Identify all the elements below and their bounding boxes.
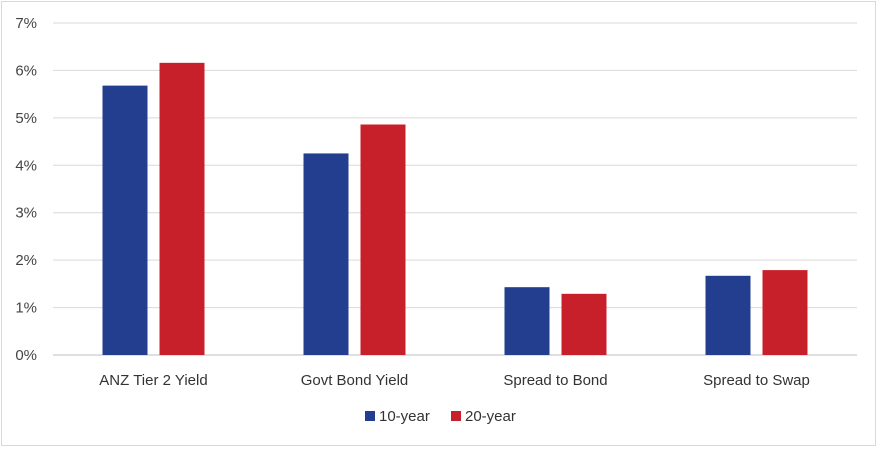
- y-axis-ticks: 0% 1% 2% 3% 4% 5% 6% 7%: [15, 15, 37, 364]
- bar-20-year-0: [159, 62, 205, 356]
- y-tick-label: 5%: [15, 110, 37, 127]
- legend-label: 20-year: [465, 408, 516, 425]
- x-category-label: Spread to Bond: [503, 372, 607, 389]
- bar-10-year-3: [705, 275, 751, 355]
- x-category-label: Spread to Swap: [703, 372, 810, 389]
- bar-10-year-1: [303, 153, 349, 355]
- x-axis-categories: ANZ Tier 2 Yield Govt Bond Yield Spread to…: [99, 372, 810, 389]
- y-tick-label: 0%: [15, 347, 37, 364]
- x-category-label: Govt Bond Yield: [301, 372, 409, 389]
- bar-10-year-0: [102, 85, 148, 355]
- y-tick-label: 7%: [15, 15, 37, 32]
- y-tick-label: 3%: [15, 205, 37, 222]
- y-tick-label: 1%: [15, 300, 37, 317]
- y-tick-label: 2%: [15, 252, 37, 269]
- bar-20-year-3: [762, 270, 808, 355]
- y-tick-label: 6%: [15, 62, 37, 79]
- legend: 10-year 20-year: [365, 408, 516, 425]
- legend-swatch-20-year: [451, 411, 461, 421]
- bar-20-year-2: [561, 293, 607, 355]
- legend-label: 10-year: [379, 408, 430, 425]
- bar-20-year-1: [360, 124, 406, 355]
- y-tick-label: 4%: [15, 157, 37, 174]
- bar-10-year-2: [504, 287, 550, 355]
- legend-swatch-10-year: [365, 411, 375, 421]
- x-category-label: ANZ Tier 2 Yield: [99, 372, 207, 389]
- bars: [102, 62, 808, 356]
